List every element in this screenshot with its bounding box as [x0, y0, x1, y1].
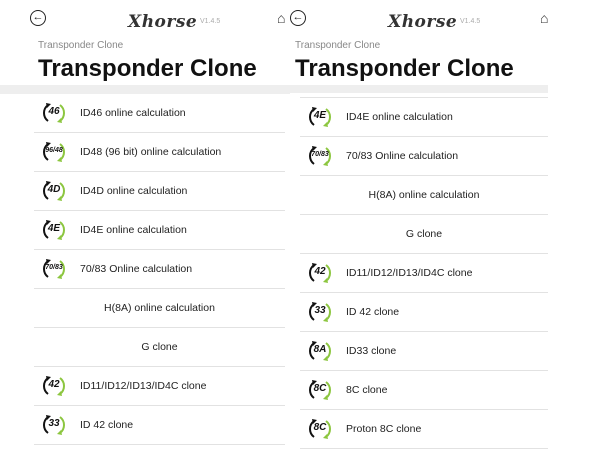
list-item-label: 70/83 Online calculation: [80, 263, 193, 275]
list-item-label: ID46 online calculation: [80, 107, 186, 119]
badge-text: 70/83: [45, 264, 63, 271]
transponder-badge-icon: 4E: [40, 218, 68, 242]
list-item-label: 70/83 Online calculation: [346, 150, 459, 162]
list-item[interactable]: 96/48 ID48 (96 bit) online calculation: [34, 133, 285, 172]
badge-text: 42: [48, 379, 60, 390]
badge-text: 4D: [47, 184, 61, 195]
transponder-badge-icon: 42: [306, 261, 334, 285]
page-title: Transponder Clone: [38, 55, 257, 82]
xhorse-logo: Xhorse: [128, 12, 198, 32]
list-item-label: 8C clone: [346, 384, 388, 396]
list-item[interactable]: 33 ID 42 clone: [34, 406, 285, 445]
right-screen: ← Xhorse V1.4.5 ⌂ Transponder Clone Tran…: [290, 0, 550, 457]
list-item[interactable]: 8A ID33 clone: [300, 332, 548, 371]
list-item[interactable]: 8C 8C clone: [300, 371, 548, 410]
divider-band: [290, 85, 548, 93]
badge-text: 8C: [313, 383, 327, 394]
badge-text: 42: [314, 266, 326, 277]
list-item-label: Proton 8C clone: [346, 423, 422, 435]
badge-text: 33: [48, 418, 60, 429]
list-item[interactable]: 46 ID46 online calculation: [34, 94, 285, 133]
list-item-label: ID 42 clone: [346, 306, 400, 318]
list-item[interactable]: 4E ID4E online calculation: [300, 98, 548, 137]
transponder-badge-icon: 96/48: [40, 140, 68, 164]
breadcrumb: Transponder Clone: [38, 40, 124, 51]
badge-text: 4E: [47, 223, 61, 234]
transponder-badge-icon: 8C: [306, 378, 334, 402]
badge-text: 8A: [313, 344, 327, 355]
version-label: V1.4.5: [200, 18, 221, 25]
breadcrumb: Transponder Clone: [295, 40, 381, 51]
transponder-badge-icon: 42: [40, 374, 68, 398]
list-divider: [300, 97, 548, 98]
badge-text: 96/48: [45, 147, 63, 154]
badge-text: 46: [48, 106, 60, 117]
list-item[interactable]: 70/83 70/83 Online calculation: [300, 137, 548, 176]
badge-text: 70/83: [311, 151, 329, 158]
list-item[interactable]: 42 ID11/ID12/ID13/ID4C clone: [34, 367, 285, 406]
list-item-label: H(8A) online calculation: [104, 302, 215, 314]
xhorse-logo: Xhorse: [388, 12, 458, 32]
list-item[interactable]: 8C Proton 8C clone: [300, 410, 548, 449]
list-item-label: H(8A) online calculation: [368, 189, 480, 201]
home-icon[interactable]: ⌂: [540, 10, 549, 26]
version-label: V1.4.5: [460, 18, 481, 25]
list-item[interactable]: 33 ID 42 clone: [300, 293, 548, 332]
list-item-label: ID4E online calculation: [346, 111, 453, 123]
list-item-label: ID11/ID12/ID13/ID4C clone: [346, 267, 473, 279]
list-item-label: ID 42 clone: [80, 419, 134, 431]
badge-text: 33: [314, 305, 326, 316]
transponder-badge-icon: 46: [40, 101, 68, 125]
home-icon[interactable]: ⌂: [277, 10, 286, 26]
transponder-badge-icon: 70/83: [40, 257, 68, 281]
divider-band: [0, 85, 290, 94]
list-item-label: ID33 clone: [346, 345, 397, 357]
transponder-badge-icon: 70/83: [306, 144, 334, 168]
badge-text: 4E: [313, 110, 327, 121]
transponder-badge-icon: 8C: [306, 417, 334, 441]
back-arrow-icon[interactable]: ←: [30, 10, 46, 26]
list-item[interactable]: 70/83 70/83 Online calculation: [34, 250, 285, 289]
transponder-badge-icon: 33: [306, 300, 334, 324]
page-title: Transponder Clone: [295, 55, 514, 82]
left-screen: ← Xhorse V1.4.5 ⌂ Transponder Clone Tran…: [0, 0, 290, 457]
transponder-badge-icon: 4D: [40, 179, 68, 203]
transponder-badge-icon: 8A: [306, 339, 334, 363]
list-item-label: ID11/ID12/ID13/ID4C clone: [80, 380, 207, 392]
list-item-label: ID48 (96 bit) online calculation: [80, 146, 222, 158]
list-item[interactable]: H(8A) online calculation: [300, 176, 548, 215]
transponder-badge-icon: 33: [40, 413, 68, 437]
list-item-label: ID4D online calculation: [80, 185, 188, 197]
list-item-label: ID4E online calculation: [80, 224, 187, 236]
list-item[interactable]: 42 ID11/ID12/ID13/ID4C clone: [300, 254, 548, 293]
list-item[interactable]: 4D ID4D online calculation: [34, 172, 285, 211]
back-arrow-icon[interactable]: ←: [290, 10, 306, 26]
list-item-label: G clone: [141, 341, 178, 353]
badge-text: 8C: [313, 422, 327, 433]
list-item[interactable]: 4E ID4E online calculation: [34, 211, 285, 250]
list-item[interactable]: G clone: [34, 328, 285, 367]
list-item-label: G clone: [405, 228, 443, 240]
transponder-badge-icon: 4E: [306, 105, 334, 129]
list-item[interactable]: G clone: [300, 215, 548, 254]
list-item[interactable]: H(8A) online calculation: [34, 289, 285, 328]
